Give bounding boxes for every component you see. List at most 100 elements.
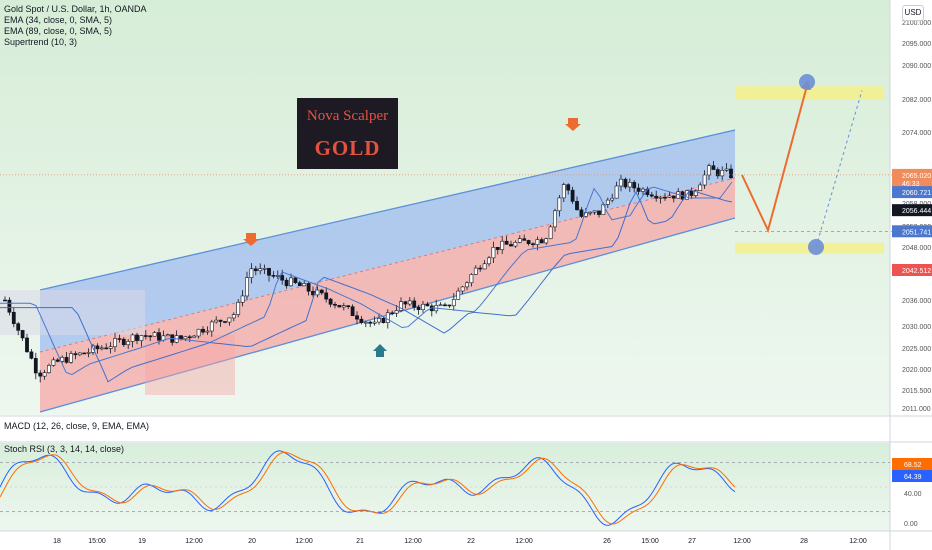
- symbol-title[interactable]: Gold Spot / U.S. Dollar, 1h, OANDA: [4, 4, 147, 14]
- candle-up: [407, 300, 412, 305]
- candle-down: [218, 319, 223, 322]
- candle-up: [245, 277, 249, 297]
- candle-down: [566, 184, 571, 191]
- candle-up: [130, 334, 135, 342]
- indicator-ema34[interactable]: EMA (34, close, 0, SMA, 5): [4, 15, 113, 25]
- price-tick-label: 2074.000: [902, 130, 931, 137]
- candle-up: [720, 170, 725, 177]
- candle-down: [117, 338, 122, 340]
- candle-down: [570, 189, 575, 202]
- price-tick-label: 2048.000: [902, 245, 931, 252]
- candle-down: [280, 275, 285, 281]
- candle-up: [209, 321, 214, 332]
- candle-down: [729, 168, 733, 178]
- candle-up: [698, 184, 703, 191]
- candle-down: [201, 328, 205, 333]
- candle-down: [157, 332, 161, 341]
- candle-down: [55, 359, 60, 362]
- candle-up: [456, 290, 461, 300]
- time-tick-label: 26: [603, 538, 611, 545]
- candle-down: [425, 303, 430, 307]
- candle-down: [306, 283, 311, 292]
- legend: Gold Spot / U.S. Dollar, 1h, OANDA EMA (…: [4, 4, 147, 48]
- ema89-line: [0, 189, 733, 383]
- candle-up: [205, 330, 210, 333]
- candle-down: [359, 318, 364, 323]
- channel-upper-fill: [40, 130, 735, 352]
- candle-up: [610, 197, 615, 201]
- upper-target-marker: [799, 74, 815, 90]
- candle-up: [605, 199, 610, 205]
- candle-up: [465, 282, 469, 288]
- indicator-ema89[interactable]: EMA (89, close, 0, SMA, 5): [4, 26, 113, 36]
- candle-down: [689, 190, 694, 196]
- candle-up: [658, 196, 663, 199]
- candle-up: [588, 211, 593, 214]
- candle-down: [509, 244, 513, 247]
- candle-down: [526, 240, 531, 245]
- candle-up: [451, 299, 456, 307]
- candle-up: [165, 334, 170, 337]
- candle-down: [223, 321, 227, 323]
- candle-down: [333, 304, 337, 306]
- price-tick-label: 2090.000: [902, 63, 931, 70]
- candle-down: [403, 301, 408, 305]
- candle-down: [671, 195, 676, 199]
- currency-button[interactable]: USD: [902, 5, 924, 21]
- candle-up: [289, 277, 293, 287]
- price-tick-label: 2100.000: [902, 20, 931, 27]
- candle-down: [148, 335, 153, 338]
- macd-title[interactable]: MACD (12, 26, close, 9, EMA, EMA): [4, 421, 150, 431]
- candle-down: [346, 305, 351, 308]
- logo-line-1: Nova Scalper: [306, 108, 389, 124]
- time-tick-label: 22: [467, 538, 475, 545]
- candle-up: [385, 312, 390, 323]
- candle-up: [47, 365, 51, 373]
- candle-down: [337, 304, 342, 308]
- candle-up: [196, 328, 201, 337]
- stoch-rsi-title[interactable]: Stoch RSI (3, 3, 14, 14, close): [4, 444, 125, 454]
- candle-up: [275, 275, 280, 277]
- price-label-box: [892, 225, 932, 238]
- candle-down: [597, 210, 601, 215]
- candle-down: [575, 201, 579, 211]
- candle-up: [86, 352, 91, 354]
- price-label-text: 2042.512: [902, 268, 931, 275]
- candle-up: [99, 347, 104, 350]
- indicator-supertrend[interactable]: Supertrend (10, 3): [4, 37, 78, 47]
- time-tick-label: 27: [688, 538, 696, 545]
- time-tick-label: 12:00: [295, 538, 313, 545]
- candle-down: [649, 194, 654, 197]
- candle-down: [531, 243, 535, 246]
- upper-target-zone: [735, 86, 884, 99]
- candle-up: [627, 182, 632, 188]
- time-tick-label: 12:00: [404, 538, 422, 545]
- candle-up: [372, 321, 377, 324]
- price-label-text: 2051.741: [902, 229, 931, 236]
- buy-arrow-1: [373, 344, 387, 357]
- candle-down: [579, 209, 584, 217]
- candle-up: [214, 319, 219, 323]
- price-label-box: [892, 264, 932, 276]
- candle-down: [267, 268, 271, 276]
- candle-up: [363, 321, 368, 324]
- candle-down: [20, 330, 25, 339]
- price-label-text: 2065.020: [902, 173, 931, 180]
- candle-up: [139, 335, 144, 341]
- candle-up: [693, 190, 698, 196]
- logo-line-2: GOLD: [314, 136, 381, 160]
- time-tick-label: 12:00: [849, 538, 867, 545]
- projection-path: [741, 81, 809, 234]
- candle-up: [231, 314, 236, 319]
- candle-down: [522, 238, 527, 241]
- sell-arrow-2: [565, 118, 581, 131]
- candle-up: [262, 268, 267, 270]
- candle-up: [315, 289, 320, 296]
- time-tick-label: 12:00: [185, 538, 203, 545]
- price-label-box: [892, 168, 932, 188]
- candle-up: [513, 242, 518, 247]
- candle-down: [636, 187, 641, 192]
- candle-up: [473, 267, 478, 275]
